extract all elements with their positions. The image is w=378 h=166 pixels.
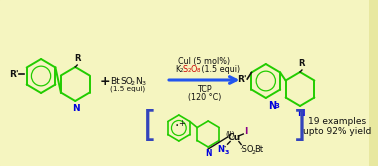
Text: (1.5 equi): (1.5 equi) xyxy=(199,65,240,74)
Text: O: O xyxy=(191,65,197,74)
Text: Bt: Bt xyxy=(110,77,120,85)
Text: N: N xyxy=(297,109,305,118)
Text: [: [ xyxy=(138,109,160,143)
Text: +: + xyxy=(178,119,185,127)
Text: N: N xyxy=(268,101,276,111)
Text: (1.5 equi): (1.5 equi) xyxy=(110,86,146,92)
Text: Cu: Cu xyxy=(228,133,241,142)
Text: K: K xyxy=(175,65,180,74)
Text: (II): (II) xyxy=(225,131,234,137)
Text: N: N xyxy=(135,77,142,85)
Text: R': R' xyxy=(9,70,19,79)
Text: R': R' xyxy=(237,75,247,83)
Text: 3: 3 xyxy=(225,150,229,155)
Text: +: + xyxy=(99,75,110,87)
Text: R: R xyxy=(299,59,305,68)
Text: 2: 2 xyxy=(180,68,183,73)
Text: SO: SO xyxy=(120,77,133,85)
Text: (120 °C): (120 °C) xyxy=(187,92,221,101)
Text: ·: · xyxy=(175,119,179,133)
Text: CuI (5 mol%): CuI (5 mol%) xyxy=(178,56,230,66)
Text: 19 examples: 19 examples xyxy=(308,117,366,125)
Text: TCP: TCP xyxy=(197,84,212,93)
Text: ·SO: ·SO xyxy=(239,146,254,155)
Text: Bt: Bt xyxy=(254,146,263,155)
Text: 8: 8 xyxy=(197,68,200,73)
Text: N: N xyxy=(73,104,80,113)
Text: N: N xyxy=(205,149,211,158)
Text: upto 92% yield: upto 92% yield xyxy=(303,126,371,135)
Text: S: S xyxy=(183,65,188,74)
Text: 3: 3 xyxy=(142,81,146,85)
Text: ]: ] xyxy=(290,109,312,143)
Text: I: I xyxy=(245,127,248,136)
Text: R: R xyxy=(74,54,81,63)
Text: 2: 2 xyxy=(131,81,135,85)
Text: N: N xyxy=(217,146,225,155)
Text: 2: 2 xyxy=(251,150,255,155)
Text: 2: 2 xyxy=(187,68,191,73)
Text: 3: 3 xyxy=(274,103,279,109)
